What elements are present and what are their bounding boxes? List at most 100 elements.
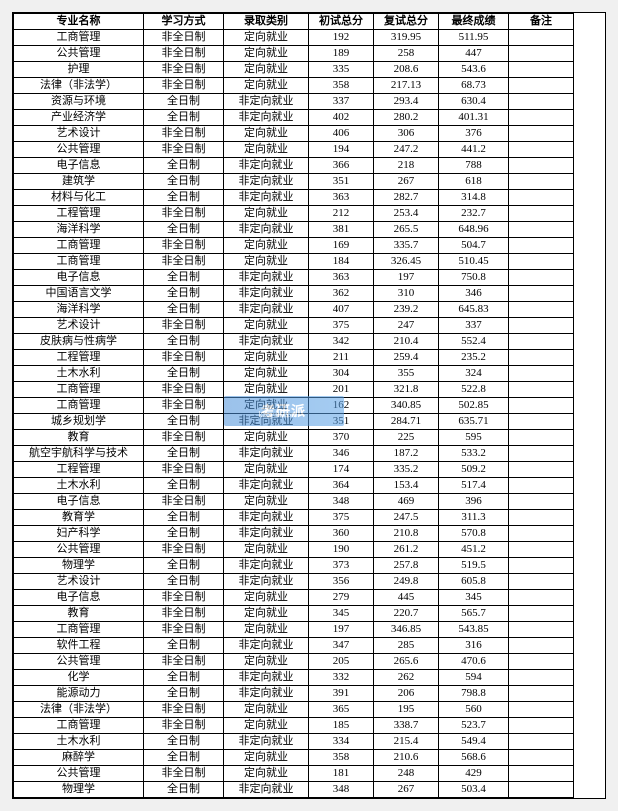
table-cell xyxy=(509,734,574,750)
table-cell: 346 xyxy=(309,446,374,462)
table-cell: 非全日制 xyxy=(144,350,224,366)
table-cell: 法律（非法学） xyxy=(14,702,144,718)
table-cell: 全日制 xyxy=(144,734,224,750)
table-cell: 282.7 xyxy=(374,190,439,206)
table-cell: 618 xyxy=(439,174,509,190)
table-cell: 非全日制 xyxy=(144,382,224,398)
table-cell: 565.7 xyxy=(439,606,509,622)
table-cell: 非定向就业 xyxy=(224,302,309,318)
table-cell: 定向就业 xyxy=(224,606,309,622)
table-cell: 全日制 xyxy=(144,110,224,126)
table-cell: 594 xyxy=(439,670,509,686)
table-row: 工商管理非全日制定向就业162340.85502.85考研派kaoyan.com xyxy=(14,398,605,414)
table-cell: 非定向就业 xyxy=(224,478,309,494)
table-row: 化学全日制非定向就业332262594 xyxy=(14,670,605,686)
table-row: 软件工程全日制非定向就业347285316 xyxy=(14,638,605,654)
table-cell: 356 xyxy=(309,574,374,590)
table-cell xyxy=(509,750,574,766)
table-cell: 中国语言文学 xyxy=(14,286,144,302)
table-cell: 全日制 xyxy=(144,270,224,286)
table-cell: 全日制 xyxy=(144,94,224,110)
table-cell xyxy=(509,638,574,654)
table-cell: 788 xyxy=(439,158,509,174)
table-cell: 441.2 xyxy=(439,142,509,158)
table-cell: 469 xyxy=(374,494,439,510)
table-cell: 605.8 xyxy=(439,574,509,590)
table-cell: 375 xyxy=(309,510,374,526)
table-cell: 195 xyxy=(374,702,439,718)
table-cell: 324 xyxy=(439,366,509,382)
table-cell: 335.7 xyxy=(374,238,439,254)
table-cell: 314.8 xyxy=(439,190,509,206)
table-cell: 184 xyxy=(309,254,374,270)
table-cell: 447 xyxy=(439,46,509,62)
table-cell: 皮肤病与性病学 xyxy=(14,334,144,350)
table-cell: 非定向就业 xyxy=(224,686,309,702)
table-cell: 全日制 xyxy=(144,574,224,590)
table-cell: 定向就业 xyxy=(224,254,309,270)
table-cell: 519.5 xyxy=(439,558,509,574)
table-row: 电子信息全日制非定向就业366218788 xyxy=(14,158,605,174)
table-cell: 软件工程 xyxy=(14,638,144,654)
table-cell: 非全日制 xyxy=(144,398,224,414)
table-cell: 电子信息 xyxy=(14,158,144,174)
table-cell: 非全日制 xyxy=(144,206,224,222)
table-cell: 妇产科学 xyxy=(14,526,144,542)
table-cell xyxy=(509,718,574,734)
table-cell: 342 xyxy=(309,334,374,350)
table-row: 土木水利全日制非定向就业364153.4517.4 xyxy=(14,478,605,494)
table-row: 物理学全日制非定向就业373257.8519.5 xyxy=(14,558,605,574)
table-row: 公共管理非全日制定向就业205265.6470.6 xyxy=(14,654,605,670)
table-cell: 259.4 xyxy=(374,350,439,366)
table-cell: 267 xyxy=(374,782,439,798)
table-cell: 346.85 xyxy=(374,622,439,638)
table-cell: 定向就业 xyxy=(224,622,309,638)
table-cell: 全日制 xyxy=(144,638,224,654)
table-cell xyxy=(509,430,574,446)
table-cell: 定向就业 xyxy=(224,542,309,558)
table-cell: 非全日制 xyxy=(144,238,224,254)
table-cell: 293.4 xyxy=(374,94,439,110)
table-cell: 土木水利 xyxy=(14,478,144,494)
table-cell: 工程管理 xyxy=(14,350,144,366)
table-cell: 全日制 xyxy=(144,190,224,206)
table-cell: 502.85 xyxy=(439,398,509,414)
table-cell: 407 xyxy=(309,302,374,318)
table-cell: 337 xyxy=(439,318,509,334)
table-cell: 全日制 xyxy=(144,750,224,766)
table-cell: 373 xyxy=(309,558,374,574)
table-cell xyxy=(509,670,574,686)
table-cell: 217.13 xyxy=(374,78,439,94)
table-cell: 土木水利 xyxy=(14,366,144,382)
table-cell: 定向就业 xyxy=(224,318,309,334)
table-cell: 非定向就业 xyxy=(224,94,309,110)
table-cell: 化学 xyxy=(14,670,144,686)
table-cell: 185 xyxy=(309,718,374,734)
table-cell: 全日制 xyxy=(144,414,224,430)
table-cell: 全日制 xyxy=(144,334,224,350)
table-cell: 非定向就业 xyxy=(224,190,309,206)
table-cell: 非定向就业 xyxy=(224,782,309,798)
table-cell: 全日制 xyxy=(144,526,224,542)
table-cell: 210.4 xyxy=(374,334,439,350)
table-cell: 非定向就业 xyxy=(224,222,309,238)
table-cell: 319.95 xyxy=(374,30,439,46)
table-cell: 定向就业 xyxy=(224,590,309,606)
table-cell: 253.4 xyxy=(374,206,439,222)
table-cell: 定向就业 xyxy=(224,430,309,446)
table-row: 海洋科学全日制非定向就业407239.2645.83 xyxy=(14,302,605,318)
table-cell: 206 xyxy=(374,686,439,702)
table-cell: 543.85 xyxy=(439,622,509,638)
table-cell: 247 xyxy=(374,318,439,334)
table-cell: 定向就业 xyxy=(224,382,309,398)
table-row: 工程管理非全日制定向就业174335.2509.2 xyxy=(14,462,605,478)
table-cell: 工商管理 xyxy=(14,718,144,734)
table-cell: 非全日制 xyxy=(144,718,224,734)
table-cell: 全日制 xyxy=(144,302,224,318)
table-cell: 非全日制 xyxy=(144,462,224,478)
table-cell: 海洋科学 xyxy=(14,302,144,318)
table-cell xyxy=(509,158,574,174)
table-cell xyxy=(509,622,574,638)
table-row: 教育非全日制定向就业345220.7565.7 xyxy=(14,606,605,622)
table-cell: 公共管理 xyxy=(14,766,144,782)
